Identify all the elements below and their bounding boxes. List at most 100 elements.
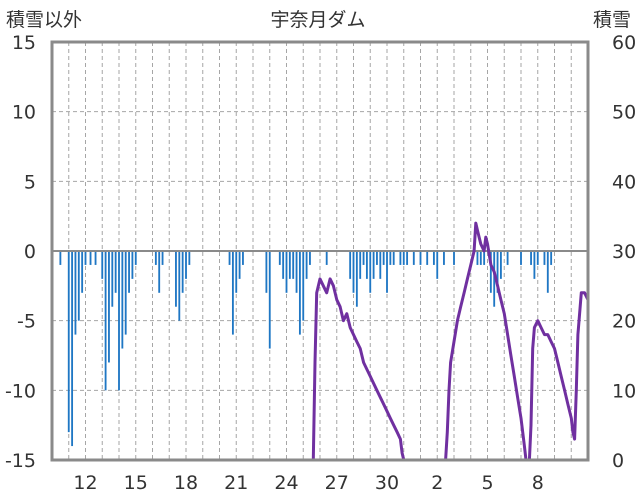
bar: [412, 251, 415, 265]
bar: [309, 251, 311, 265]
bar: [382, 251, 385, 265]
bar: [282, 251, 285, 279]
bar: [67, 251, 70, 433]
bar: [228, 251, 231, 265]
bar: [432, 251, 435, 265]
bar: [436, 251, 439, 279]
bar: [108, 251, 110, 363]
bar: [453, 251, 455, 265]
bar: [379, 251, 382, 279]
bar: [74, 251, 77, 335]
bar: [530, 251, 532, 265]
right-tick-label: 40: [612, 171, 636, 193]
bar: [84, 251, 87, 265]
bar: [77, 251, 80, 321]
right-tick-label: 10: [612, 380, 636, 402]
x-tick-label: 27: [325, 472, 349, 494]
bar: [238, 251, 241, 279]
bar: [134, 251, 137, 265]
bar: [59, 251, 62, 265]
bar: [278, 251, 281, 265]
bar: [81, 251, 84, 293]
bar: [349, 251, 352, 279]
bar: [543, 251, 546, 265]
chart-title: 宇奈月ダム: [270, 9, 365, 31]
bar: [104, 251, 107, 391]
x-tick-label: 21: [224, 472, 248, 494]
bar: [493, 251, 496, 307]
bar: [402, 251, 405, 265]
bar: [188, 251, 191, 265]
right-axis-label: 積雪: [593, 9, 631, 31]
bar: [161, 251, 164, 265]
bar-series: [59, 251, 553, 447]
bar: [302, 251, 305, 321]
right-tick-label: 0: [612, 450, 624, 472]
bar: [392, 251, 395, 265]
bar: [479, 251, 482, 265]
bar: [476, 251, 479, 265]
left-tick-label: 15: [12, 32, 36, 54]
bar: [520, 251, 522, 265]
left-tick-label: 10: [12, 102, 36, 124]
bar: [242, 251, 244, 265]
right-tick-label: 60: [612, 32, 636, 54]
bar: [372, 251, 375, 279]
bar: [131, 251, 134, 279]
bar: [265, 251, 268, 293]
left-tick-label: -5: [17, 311, 36, 333]
bar: [399, 251, 402, 265]
bar: [124, 251, 127, 335]
bar: [352, 251, 355, 293]
x-tick-label: 24: [274, 472, 298, 494]
left-tick-label: -10: [5, 380, 36, 402]
bar: [185, 251, 187, 279]
left-tick-label: -15: [5, 450, 36, 472]
bar: [94, 251, 97, 265]
x-tick-label: 2: [431, 472, 443, 494]
x-tick-label: 15: [124, 472, 148, 494]
x-tick-label: 18: [174, 472, 198, 494]
bar: [121, 251, 124, 349]
bar: [499, 251, 502, 279]
bar: [305, 251, 308, 279]
bar: [154, 251, 157, 265]
plot-frame: [50, 40, 590, 462]
bar: [101, 251, 104, 279]
bar: [483, 251, 486, 265]
x-tick-label: 30: [375, 472, 399, 494]
bar: [369, 251, 372, 293]
bar: [231, 251, 234, 335]
bar: [268, 251, 271, 349]
bar: [533, 251, 536, 279]
bar: [406, 251, 409, 265]
bar: [128, 251, 130, 293]
bar: [298, 251, 301, 335]
bar: [288, 251, 291, 279]
bar: [295, 251, 298, 293]
x-tick-label: 5: [481, 472, 493, 494]
bar: [550, 251, 553, 265]
bar: [536, 251, 539, 265]
left-tick-label: 5: [24, 171, 36, 193]
bar: [355, 251, 358, 307]
bar: [118, 251, 120, 391]
bar: [506, 251, 509, 265]
bar: [175, 251, 177, 307]
bar: [365, 251, 368, 279]
bar: [489, 251, 492, 293]
right-axis-ticks: 60 50 40 30 20 10 0: [612, 32, 636, 472]
bar: [158, 251, 161, 293]
bar: [178, 251, 181, 321]
right-tick-label: 30: [612, 241, 636, 263]
bar: [285, 251, 288, 293]
bar: [235, 251, 238, 293]
left-axis-label: 積雪以外: [6, 9, 82, 31]
bar: [426, 251, 429, 265]
grid-lines: [52, 42, 588, 460]
bar: [386, 251, 388, 293]
bar: [362, 251, 365, 265]
x-tick-label: 8: [532, 472, 544, 494]
bar: [181, 251, 184, 293]
